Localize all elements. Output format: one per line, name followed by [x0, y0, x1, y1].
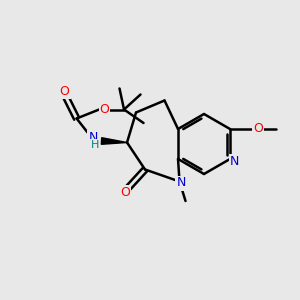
Text: N: N: [176, 176, 186, 190]
Text: O: O: [120, 185, 130, 199]
Text: O: O: [253, 122, 263, 136]
Text: H: H: [91, 140, 99, 150]
Text: N: N: [88, 131, 98, 144]
Polygon shape: [101, 138, 127, 144]
Text: O: O: [100, 103, 110, 116]
Text: O: O: [60, 85, 70, 98]
Text: N: N: [230, 155, 239, 168]
